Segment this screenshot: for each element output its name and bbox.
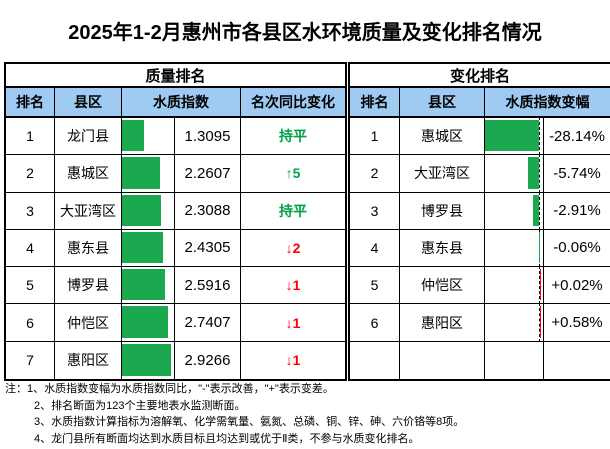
delta-bar-cell [485, 229, 544, 268]
rank-cell: 3 [350, 192, 400, 230]
footnotes: 注：1、水质指数变幅为水质指数同比，"-"表示改善，"+"表示变差。 2、排名断面… [5, 381, 464, 447]
change-ranking-table: 变化排名 排名 县区 水质指数变幅 1 惠城区 -28.14% 2 大亚湾区 -5.74% 3 博罗县… [348, 62, 610, 381]
zero-axis-line [539, 155, 540, 192]
delta-value-cell: +0.02% [544, 267, 610, 305]
index-data-bar [122, 157, 160, 189]
district-cell: 大亚湾区 [400, 155, 485, 193]
change-table-title: 变化排名 [350, 64, 610, 88]
column-header-district: 县区 [55, 88, 122, 118]
index-bar-cell [122, 267, 175, 305]
column-header-water-quality-index: 水质指数 [122, 88, 241, 118]
delta-value-cell: +0.58% [544, 304, 610, 342]
column-header-rank: 排名 [350, 88, 400, 118]
rank-cell: 3 [6, 192, 55, 230]
zero-axis-line [539, 304, 540, 341]
delta-data-bar [540, 269, 541, 301]
quality-table-title: 质量排名 [6, 64, 345, 88]
district-cell: 惠东县 [55, 229, 122, 268]
delta-value-cell: -28.14% [544, 118, 610, 156]
delta-value-cell: -0.06% [544, 230, 610, 268]
footnote-line: 3、水质指数计算指标为溶解氧、化学需氧量、氨氮、总磷、铜、锌、砷、六价铬等8项。 [34, 416, 465, 428]
district-cell: 惠阳区 [55, 341, 122, 379]
rank-cell: 5 [350, 267, 400, 305]
district-cell: 仲恺区 [55, 304, 122, 342]
index-data-bar [122, 194, 161, 226]
district-cell: 博罗县 [55, 267, 122, 305]
district-cell: 惠城区 [55, 155, 122, 193]
rank-change-cell: 持平 [241, 118, 345, 156]
index-value-cell: 1.3095 [175, 118, 241, 156]
delta-bar-cell [485, 155, 544, 193]
index-value-cell: 2.3088 [175, 192, 241, 230]
zero-axis-line [539, 192, 540, 229]
rank-cell: 1 [350, 118, 400, 156]
index-data-bar [122, 120, 144, 152]
rank-cell: 7 [6, 341, 55, 379]
index-value-cell: 2.5916 [175, 267, 241, 305]
district-cell: 惠城区 [400, 118, 485, 156]
district-cell: 惠阳区 [400, 304, 485, 342]
delta-bar-cell [485, 304, 544, 342]
index-bar-cell [122, 304, 175, 342]
district-cell: 仲恺区 [400, 267, 485, 305]
delta-bar-cell [485, 192, 544, 230]
index-data-bar [122, 306, 168, 338]
index-value-cell: 2.9266 [175, 341, 241, 379]
zero-axis-line [539, 118, 540, 155]
index-bar-cell [122, 118, 175, 156]
column-header-district: 县区 [400, 88, 485, 118]
rank-cell: 6 [350, 304, 400, 342]
rank-cell: 2 [350, 155, 400, 193]
footnote-line: 注：1、水质指数变幅为水质指数同比，"-"表示改善，"+"表示变差。 [5, 383, 334, 395]
delta-value-cell [544, 342, 610, 379]
rank-change-cell: ↓1 [285, 352, 301, 369]
rank-cell: 4 [6, 229, 55, 268]
rank-change-cell: ↑5 [241, 155, 345, 193]
rank-cell: 1 [6, 118, 55, 156]
footnote-line: 4、龙门县所有断面均达到水质目标且均达到或优于Ⅱ类，不参与水质变化排名。 [34, 432, 420, 445]
district-cell: 博罗县 [400, 192, 485, 230]
delta-value-cell: -2.91% [544, 193, 610, 230]
quality-ranking-table: 质量排名 排名 县区 水质指数 名次同比变化 1 龙门县 1.3095 持平 2 惠城区 2.2607… [4, 62, 347, 381]
delta-data-bar [540, 306, 542, 338]
rank-cell: 5 [6, 267, 55, 305]
zero-axis-line [539, 267, 540, 304]
delta-bar-cell [485, 118, 544, 156]
index-bar-cell [122, 341, 175, 379]
rank-change-cell: ↓1 [241, 304, 345, 342]
index-value-cell: 2.4305 [175, 229, 241, 268]
index-bar-cell [122, 155, 175, 193]
index-data-bar [122, 269, 166, 301]
column-header-rank: 排名 [6, 88, 55, 118]
rank-change-cell: 持平 [241, 193, 345, 230]
delta-data-bar [527, 157, 539, 189]
delta-data-bar [533, 194, 539, 226]
rank-cell: 2 [6, 155, 55, 193]
page-title: 2025年1-2月惠州市各县区水环境质量及变化排名情况 [68, 22, 542, 44]
district-cell [400, 341, 485, 379]
zero-axis-line [539, 229, 540, 267]
column-header-index-change: 水质指数变幅 [485, 88, 610, 118]
rank-cell [350, 341, 400, 379]
district-cell: 龙门县 [55, 118, 122, 156]
delta-bar-cell [485, 267, 544, 305]
index-value-cell: 2.2607 [175, 155, 241, 193]
index-bar-cell [122, 192, 175, 230]
delta-data-bar [485, 120, 539, 152]
district-cell: 惠东县 [400, 229, 485, 268]
delta-value-cell: -5.74% [544, 155, 610, 193]
district-cell: 大亚湾区 [55, 192, 122, 230]
footnote-line: 2、排名断面为123个主要地表水监测断面。 [34, 399, 246, 412]
rank-change-cell: ↓2 [241, 230, 345, 268]
delta-bar-cell [485, 341, 544, 379]
index-bar-cell [122, 229, 175, 268]
rank-change-cell: ↓1 [241, 267, 345, 305]
index-data-bar [122, 343, 171, 376]
column-header-rank-change: 名次同比变化 [241, 88, 345, 118]
rank-cell: 6 [6, 304, 55, 342]
index-value-cell: 2.7407 [175, 304, 241, 342]
rank-cell: 4 [350, 229, 400, 268]
index-data-bar [122, 231, 163, 264]
